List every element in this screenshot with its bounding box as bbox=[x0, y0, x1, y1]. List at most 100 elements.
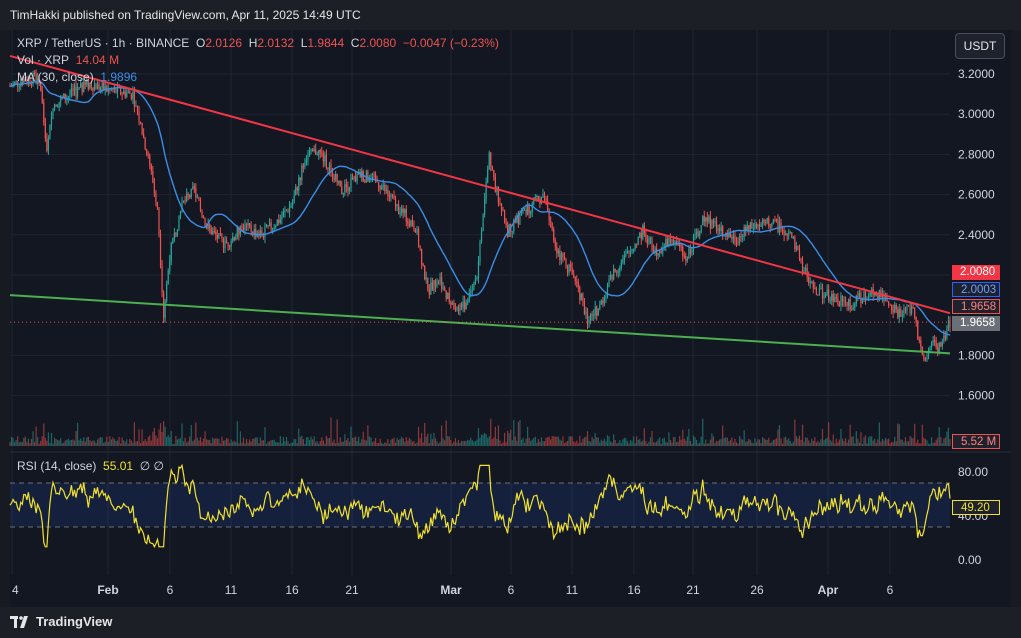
volume-bar bbox=[523, 442, 526, 446]
volume-bar bbox=[760, 443, 762, 446]
volume-bar bbox=[115, 440, 117, 446]
volume-bar bbox=[130, 440, 132, 446]
volume-bar bbox=[636, 436, 638, 446]
volume-bar bbox=[884, 438, 887, 446]
candle-body bbox=[909, 305, 911, 314]
candle-body bbox=[83, 81, 85, 93]
candle-body bbox=[550, 220, 552, 223]
volume-bar bbox=[69, 440, 71, 446]
candle-body bbox=[904, 308, 907, 311]
candle-body bbox=[123, 91, 125, 95]
volume-bar bbox=[683, 438, 685, 446]
candle-body bbox=[482, 214, 484, 231]
tradingview-logo[interactable]: TradingView bbox=[10, 614, 112, 629]
candle-body bbox=[149, 155, 151, 165]
volume-bar bbox=[219, 443, 222, 446]
candle-body bbox=[307, 155, 309, 161]
currency-button[interactable]: USDT bbox=[955, 33, 1005, 59]
volume-bar bbox=[609, 441, 612, 446]
volume-bar bbox=[32, 431, 34, 446]
volume-bar bbox=[800, 439, 802, 446]
candle-body bbox=[520, 211, 523, 213]
candle-body bbox=[654, 248, 656, 254]
candle-body bbox=[851, 309, 853, 311]
volume-bar bbox=[351, 437, 354, 446]
volume-bar bbox=[553, 436, 555, 446]
volume-bar bbox=[445, 420, 447, 446]
resistance-trendline[interactable] bbox=[9, 54, 951, 315]
volume-bar bbox=[848, 439, 850, 446]
rsi-label[interactable]: RSI (14, close) bbox=[17, 459, 97, 473]
volume-bar bbox=[327, 437, 329, 446]
volume-bar bbox=[688, 428, 690, 446]
volume-bar bbox=[193, 439, 195, 446]
candle-body bbox=[735, 242, 738, 244]
candle-body bbox=[672, 239, 675, 245]
volume-bar bbox=[149, 435, 151, 446]
candle-body bbox=[282, 212, 284, 217]
volume-bar bbox=[755, 442, 758, 446]
support-trendline[interactable] bbox=[9, 294, 951, 355]
volume-value: 14.04 M bbox=[75, 53, 120, 67]
candle-body bbox=[824, 294, 827, 296]
volume-bar bbox=[674, 437, 676, 446]
volume-bar bbox=[566, 440, 569, 446]
candle-body bbox=[820, 287, 822, 289]
volume-bar bbox=[921, 424, 923, 446]
ma-label[interactable]: MA (30, close) bbox=[17, 70, 94, 84]
candle-body bbox=[768, 218, 770, 226]
volume-bar bbox=[87, 436, 89, 446]
candle-body bbox=[603, 296, 606, 304]
volume-bar bbox=[408, 437, 410, 446]
candle-body bbox=[749, 222, 751, 230]
volume-bar bbox=[715, 440, 718, 446]
volume-bar bbox=[550, 439, 552, 446]
volume-bar bbox=[757, 439, 759, 446]
candle-body bbox=[218, 233, 220, 239]
candle-body bbox=[757, 224, 759, 227]
candle-body bbox=[57, 106, 59, 108]
volume-bar bbox=[906, 441, 908, 446]
candle-body bbox=[843, 300, 845, 302]
candle-body bbox=[198, 197, 200, 199]
candle-body bbox=[722, 226, 724, 237]
candle-body bbox=[285, 210, 288, 212]
volume-bar bbox=[462, 441, 464, 446]
volume-bar bbox=[270, 440, 272, 446]
volume-bar bbox=[365, 440, 367, 446]
candle-body bbox=[428, 288, 430, 295]
volume-label[interactable]: Vol · XRP bbox=[17, 53, 70, 67]
volume-bar bbox=[923, 437, 925, 446]
volume-bar bbox=[568, 436, 570, 446]
candle-body bbox=[502, 210, 504, 212]
candle-body bbox=[530, 212, 532, 214]
candle-body bbox=[133, 92, 136, 107]
brand-text: TradingView bbox=[36, 614, 113, 629]
volume-bar bbox=[719, 439, 721, 446]
candle-body bbox=[619, 267, 621, 272]
candle-body bbox=[184, 200, 186, 202]
volume-bar bbox=[49, 442, 51, 446]
candle-body bbox=[892, 309, 894, 313]
candle-body bbox=[831, 294, 833, 301]
candle-body bbox=[55, 105, 57, 107]
candle-body bbox=[156, 201, 159, 208]
candle-body bbox=[459, 304, 461, 311]
volume-bar bbox=[132, 442, 134, 446]
candle-body bbox=[522, 210, 524, 212]
volume-bar bbox=[542, 441, 544, 446]
candle-body bbox=[93, 84, 96, 91]
candle-body bbox=[238, 227, 240, 235]
ma-legend: MA (30, close) 1.9896 bbox=[17, 70, 137, 84]
volume-bar bbox=[239, 431, 241, 446]
candle-body bbox=[476, 277, 478, 279]
symbol-name[interactable]: XRP / TetherUS · 1h · BINANCE bbox=[17, 36, 190, 50]
candle-body bbox=[611, 274, 613, 280]
rsi-extra: ∅ ∅ bbox=[139, 459, 164, 473]
volume-bar bbox=[651, 430, 653, 446]
candle-body bbox=[192, 186, 194, 189]
candle-body bbox=[204, 217, 206, 227]
candle-body bbox=[341, 186, 343, 194]
volume-bar bbox=[344, 434, 346, 446]
